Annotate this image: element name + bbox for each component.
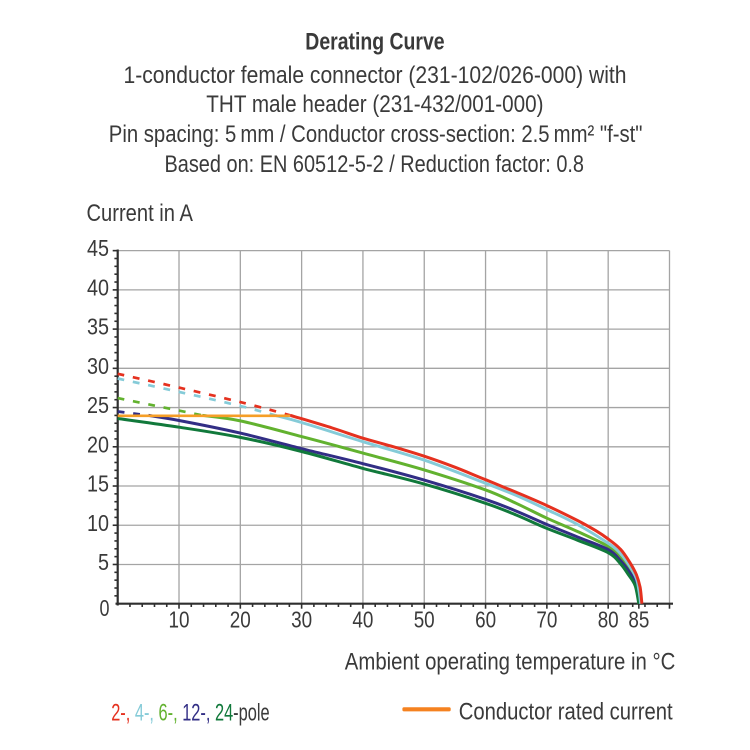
svg-text:30: 30 bbox=[291, 607, 312, 633]
svg-text:2-, 4-, 6-, 12-, 24-pole: 2-, 4-, 6-, 12-, 24-pole bbox=[111, 699, 269, 726]
svg-text:20: 20 bbox=[230, 607, 251, 633]
svg-text:40: 40 bbox=[87, 275, 109, 301]
svg-text:10: 10 bbox=[169, 607, 190, 633]
svg-text:Pin spacing: 5 mm / Conductor: Pin spacing: 5 mm / Conductor cross-sect… bbox=[109, 121, 643, 148]
svg-text:Ambient operating temperature: Ambient operating temperature in °C bbox=[345, 648, 676, 675]
svg-text:0: 0 bbox=[100, 595, 110, 621]
svg-text:50: 50 bbox=[414, 607, 435, 633]
svg-text:Based on: EN 60512-5-2 / Reduc: Based on: EN 60512-5-2 / Reduction facto… bbox=[165, 151, 585, 178]
svg-text:10: 10 bbox=[87, 510, 109, 536]
svg-text:Derating Curve: Derating Curve bbox=[305, 28, 444, 55]
svg-text:20: 20 bbox=[87, 431, 109, 457]
svg-text:5: 5 bbox=[98, 549, 109, 575]
svg-text:25: 25 bbox=[87, 392, 109, 418]
svg-text:40: 40 bbox=[352, 607, 373, 633]
svg-text:30: 30 bbox=[87, 353, 109, 379]
svg-text:80: 80 bbox=[598, 607, 619, 633]
svg-text:Current in A: Current in A bbox=[87, 200, 193, 227]
svg-text:85: 85 bbox=[628, 607, 649, 633]
svg-text:1-conductor female connector (: 1-conductor female connector (231-102/02… bbox=[124, 62, 627, 89]
svg-text:Conductor rated current: Conductor rated current bbox=[459, 699, 673, 726]
svg-text:THT male header (231-432/001-0: THT male header (231-432/001-000) bbox=[206, 91, 543, 118]
svg-text:45: 45 bbox=[87, 235, 109, 261]
svg-text:15: 15 bbox=[87, 471, 109, 497]
svg-text:70: 70 bbox=[536, 607, 557, 633]
svg-text:60: 60 bbox=[475, 607, 496, 633]
svg-text:35: 35 bbox=[87, 314, 109, 340]
